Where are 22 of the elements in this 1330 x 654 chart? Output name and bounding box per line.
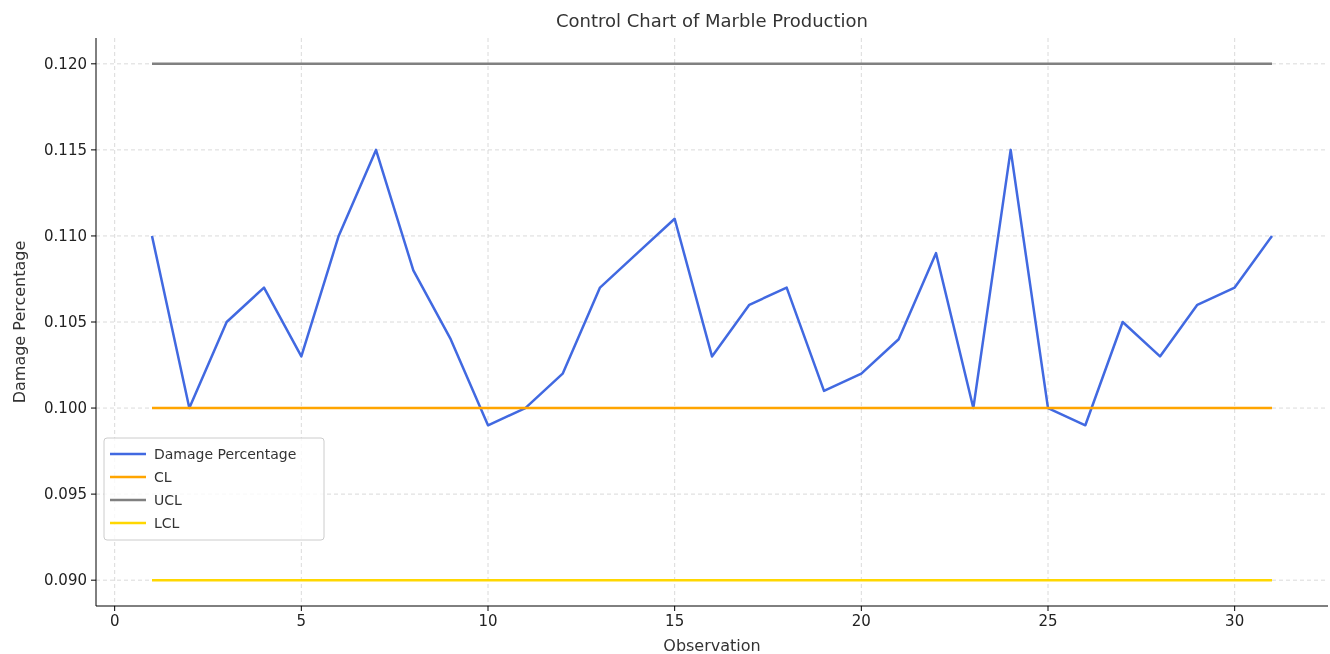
x-tick-label: 25 (1038, 612, 1058, 630)
y-tick-label: 0.105 (44, 313, 87, 331)
chart-title: Control Chart of Marble Production (556, 10, 868, 31)
x-tick-label: 20 (851, 612, 871, 630)
y-tick-label: 0.100 (44, 399, 87, 418)
y-tick-label: 0.120 (44, 54, 87, 73)
y-tick-label: 0.115 (44, 140, 87, 159)
x-tick-label: 10 (478, 612, 498, 630)
x-tick-label: 0 (109, 612, 120, 630)
x-axis-title: Observation (663, 636, 761, 654)
y-tick-label: 0.090 (44, 571, 87, 590)
y-axis-title: Damage Percentage (10, 240, 29, 404)
x-tick-label: 5 (296, 612, 307, 630)
x-tick-label: 30 (1225, 612, 1245, 630)
legend-label: CL (154, 469, 172, 485)
line-series (150, 148, 1274, 427)
legend-label: Damage Percentage (154, 446, 297, 462)
legend-label: LCL (154, 515, 180, 531)
x-tick-label: 15 (665, 612, 685, 630)
y-tick-label: 0.095 (44, 485, 87, 504)
legend-label: UCL (154, 492, 183, 508)
y-tick-label: 0.110 (44, 226, 87, 245)
